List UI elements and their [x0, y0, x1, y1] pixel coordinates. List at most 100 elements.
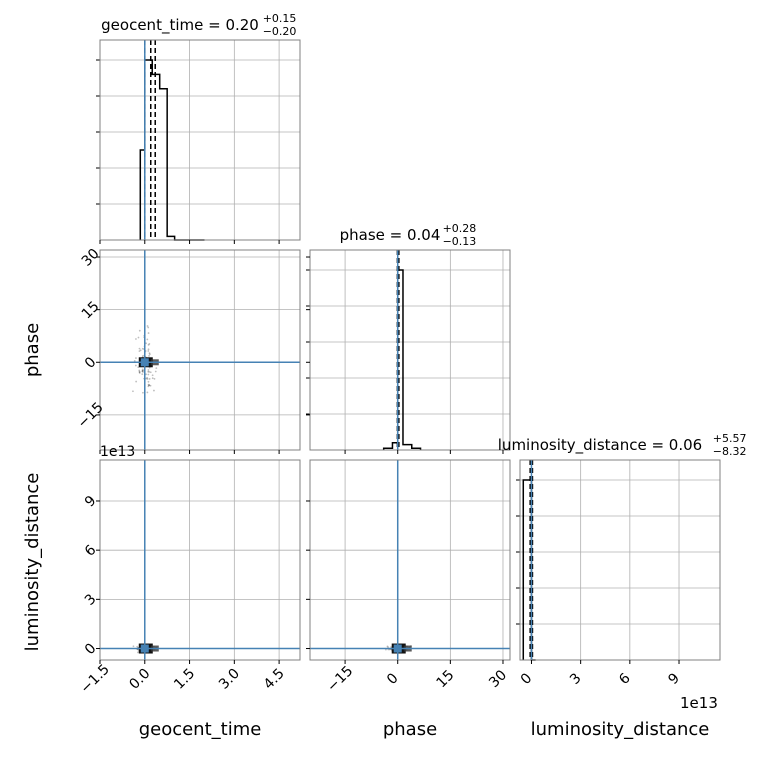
title-geocent_time: geocent_time = 0.20 +0.15−0.20 — [101, 12, 296, 38]
sample-point — [141, 355, 144, 357]
x-tick-label: 3 — [567, 670, 585, 688]
x-tick-label: 4.5 — [261, 666, 288, 693]
sample-point — [138, 347, 141, 350]
sample-point — [141, 373, 144, 376]
sample-point — [147, 385, 150, 388]
y-tick-label: 9 — [82, 493, 100, 511]
y-tick-label: 0 — [82, 354, 100, 372]
sample-point — [137, 366, 140, 369]
sample-point — [147, 348, 150, 351]
sample-point — [145, 377, 148, 380]
sample-point — [141, 368, 144, 371]
sample-point — [142, 391, 144, 394]
sample-point — [135, 357, 137, 359]
sample-point — [148, 370, 151, 373]
sample-point — [145, 342, 147, 345]
svg-text:+0.28: +0.28 — [443, 222, 477, 235]
sample-point — [147, 383, 150, 386]
panel-frame — [519, 459, 721, 661]
svg-text:−8.32: −8.32 — [713, 445, 747, 458]
x-tick-label: −1.5 — [77, 661, 112, 696]
sample-point — [148, 384, 150, 387]
sample-point — [132, 390, 134, 393]
sample-point — [138, 372, 141, 374]
y-tick-label: 15 — [79, 298, 103, 322]
sample-point — [148, 342, 151, 345]
sample-point — [151, 377, 154, 380]
title-phase: phase = 0.04 +0.28−0.13 — [340, 222, 477, 248]
sample-point — [138, 329, 141, 332]
svg-text:+0.15: +0.15 — [263, 12, 297, 25]
sample-point — [142, 369, 144, 372]
svg-text:−0.20: −0.20 — [263, 25, 297, 38]
sample-point — [139, 349, 142, 352]
sample-point — [147, 380, 150, 383]
sample-point — [135, 380, 138, 383]
svg-text:phase = 0.04: phase = 0.04 — [340, 226, 441, 244]
y-tick-label: −15 — [75, 400, 107, 432]
truth-marker — [140, 644, 149, 653]
svg-text:geocent_time = 0.20: geocent_time = 0.20 — [101, 16, 259, 35]
sample-point — [136, 645, 139, 648]
panel-frame — [309, 459, 511, 661]
sample-point — [146, 338, 149, 341]
svg-text:luminosity_distance = 0.06: luminosity_distance = 0.06 — [498, 436, 702, 455]
sample-point — [146, 325, 149, 327]
x-tick-label: 1.5 — [171, 666, 198, 693]
sample-point — [145, 373, 147, 376]
sample-point — [151, 374, 154, 377]
sample-point — [141, 370, 144, 373]
sample-point — [146, 376, 149, 379]
sample-point — [135, 338, 137, 340]
sample-point — [387, 646, 390, 649]
sample-point — [148, 378, 151, 380]
sample-point — [134, 364, 137, 367]
svg-text:+5.57: +5.57 — [713, 432, 747, 445]
sample-point — [138, 371, 141, 374]
sample-point — [149, 371, 152, 374]
sample-point — [148, 384, 151, 387]
sample-point — [147, 370, 150, 373]
sample-point — [147, 369, 150, 371]
x-tick-label: 15 — [434, 667, 458, 691]
truth-marker — [393, 644, 402, 653]
sample-point — [138, 350, 141, 353]
svg-text:−0.13: −0.13 — [443, 235, 477, 248]
sample-point — [141, 370, 144, 372]
sample-point — [149, 384, 152, 387]
x-tick-label: 30 — [486, 667, 510, 691]
sample-point — [136, 651, 139, 654]
y-tick-label: 0 — [82, 640, 100, 658]
sample-point — [141, 347, 144, 350]
sample-point — [138, 370, 141, 373]
x-axis-label-luminosity-distance: luminosity_distance — [531, 719, 710, 740]
y-tick-label: 30 — [79, 246, 103, 270]
panel-frame — [99, 249, 301, 451]
sample-point — [390, 646, 392, 648]
histogram-geocent_time — [139, 59, 205, 241]
sample-point — [147, 343, 150, 346]
truth-marker — [140, 358, 149, 367]
title-luminosity_distance: luminosity_distance = 0.06 +5.57−8.32 — [498, 432, 747, 458]
x-tick-label: 0.0 — [126, 666, 153, 693]
sample-point — [132, 645, 135, 648]
y-tick-label: 6 — [82, 542, 100, 560]
sample-point — [147, 373, 150, 376]
y-axis-label-luminosity-distance: luminosity_distance — [22, 473, 43, 652]
sample-point — [153, 389, 155, 392]
sample-point — [155, 367, 158, 370]
sample-point — [148, 354, 150, 357]
sample-point — [386, 645, 389, 648]
x-offset-text: 1e13 — [680, 694, 718, 712]
sample-point — [146, 391, 149, 394]
sample-point — [148, 352, 151, 355]
x-tick-label: 0 — [518, 670, 536, 688]
panel-frame — [309, 249, 511, 451]
x-tick-label: 6 — [616, 670, 634, 688]
x-tick-label: 3.0 — [216, 666, 243, 693]
panel-frame — [99, 39, 301, 241]
x-axis-label-geocent-time: geocent_time — [139, 719, 262, 740]
sample-point — [133, 360, 136, 362]
sample-point — [153, 377, 156, 380]
